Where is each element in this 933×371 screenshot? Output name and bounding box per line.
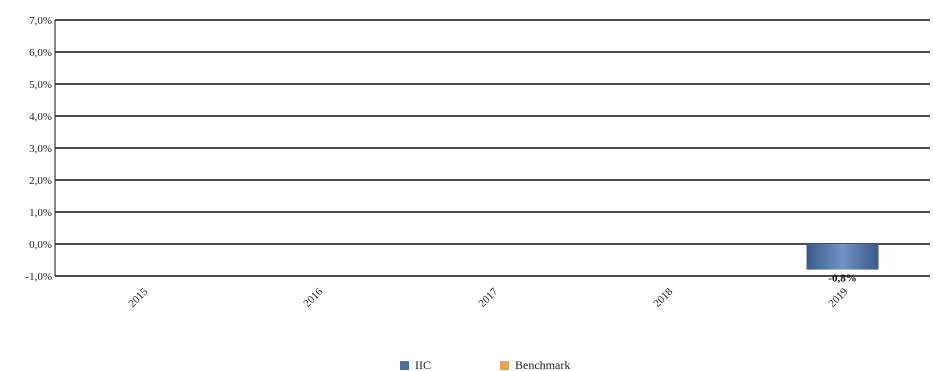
legend-swatch-iic: [400, 361, 409, 370]
y-tick-label: 5,0%: [29, 79, 52, 91]
bars: -0,8%: [806, 244, 879, 285]
x-tick-label: 2017: [476, 286, 500, 310]
x-tick-label: 2018: [651, 286, 675, 310]
y-tick-label: 7,0%: [29, 15, 52, 27]
y-tick-label: 6,0%: [29, 47, 52, 59]
legend-label: IIC: [415, 358, 431, 371]
y-axis-ticks: 7,0% 6,0% 5,0% 4,0% 3,0% 2,0% 1,0% 0,0% -1,0%: [25, 15, 52, 283]
x-tick-label: 2016: [301, 286, 325, 310]
y-tick-label: 2,0%: [29, 175, 52, 187]
y-tick-label: 1,0%: [29, 207, 52, 219]
legend-label: Benchmark: [515, 358, 570, 371]
x-tick-label: 2015: [126, 286, 150, 310]
y-tick-label: 4,0%: [29, 111, 52, 123]
y-tick-label: -1,0%: [25, 271, 52, 283]
gridlines: [54, 19, 930, 277]
data-label: -0,8%: [828, 273, 856, 285]
x-axis-ticks: 2015 2016 2017 2018 2019: [126, 286, 850, 310]
bar-iic-2019: [806, 244, 879, 270]
y-tick-label: 0,0%: [29, 239, 52, 251]
legend-swatch-benchmark: [500, 361, 509, 370]
legend: IIC Benchmark: [400, 358, 570, 371]
x-tick-label: 2019: [826, 286, 850, 310]
y-tick-label: 3,0%: [29, 143, 52, 155]
